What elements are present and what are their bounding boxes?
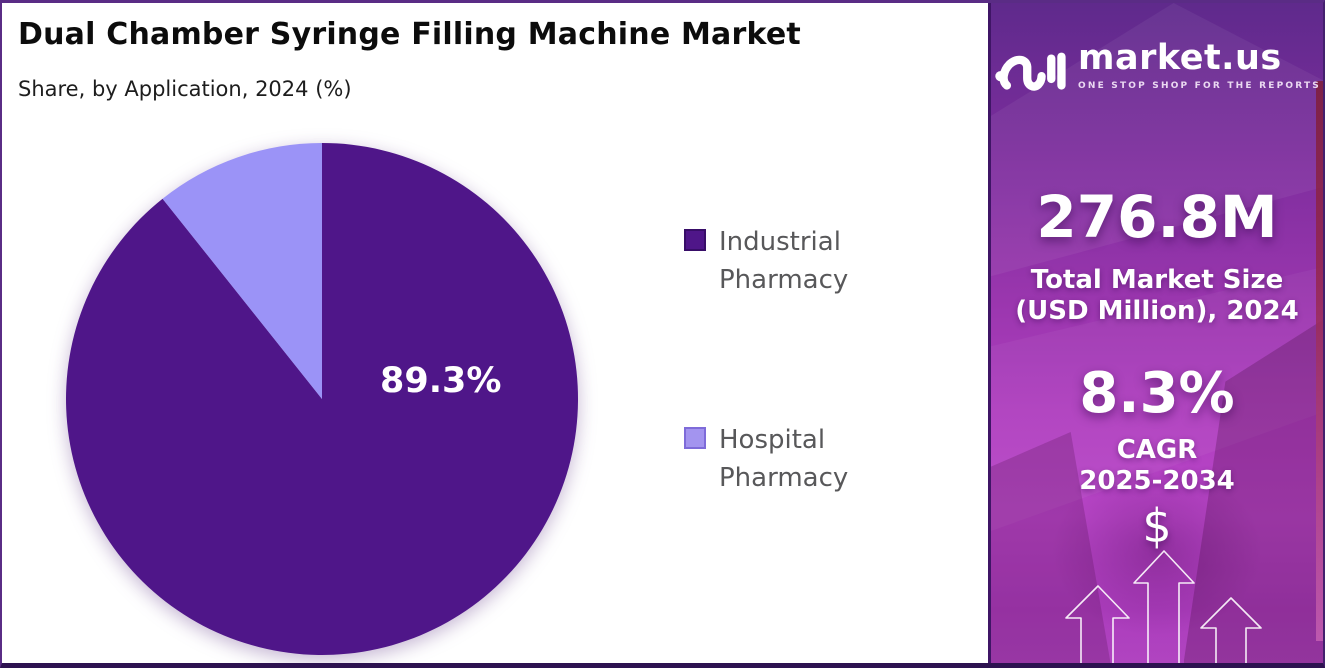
chart-panel: Dual Chamber Syringe Filling Machine Mar… [2, 3, 990, 663]
pie-slice-0 [66, 143, 579, 655]
brand-name: market.us [1078, 38, 1282, 78]
legend-item-industrial-pharmacy: Industrial Pharmacy [684, 223, 879, 299]
market-size-label-line2: (USD Million), 2024 [1015, 296, 1299, 326]
pie-slice-1 [162, 143, 322, 399]
growth-arrows-icon [1065, 550, 1262, 663]
cagr-label-line1: CAGR [1116, 435, 1198, 465]
pie-slice-label: 89.3% [380, 361, 502, 401]
legend-marker-1 [684, 427, 706, 449]
market-size-value: 276.8M [1036, 183, 1278, 251]
chart-subtitle: Share, by Application, 2024 (%) [18, 77, 352, 101]
legend-marker-0 [684, 229, 706, 251]
legend-label: Hospital Pharmacy [719, 425, 849, 493]
brand-tagline: ONE STOP SHOP FOR THE REPORTS [1078, 81, 1321, 91]
brand-logo: market.us ONE STOP SHOP FOR THE REPORTS [991, 37, 1323, 95]
dollar-icon: $ [1142, 499, 1172, 553]
legend: Industrial Pharmacy Hospital Pharmacy [684, 223, 879, 497]
market-size-label: Total Market Size (USD Million), 2024 [991, 265, 1323, 327]
legend-item-hospital-pharmacy: Hospital Pharmacy [684, 421, 879, 497]
cagr-label: CAGR 2025-2034 [991, 435, 1323, 497]
sidebar-edge-strip [1316, 81, 1323, 641]
pie-chart [66, 143, 579, 655]
market-size-label-line1: Total Market Size [1030, 265, 1284, 295]
chart-title: Dual Chamber Syringe Filling Machine Mar… [18, 17, 801, 52]
brand-text: market.us ONE STOP SHOP FOR THE REPORTS [1078, 38, 1321, 92]
market-us-logo-icon [995, 52, 1066, 91]
legend-label: Industrial Pharmacy [719, 227, 849, 295]
cagr-value: 8.3% [1079, 361, 1235, 426]
cagr-label-line2: 2025-2034 [1079, 466, 1235, 496]
sidebar-panel: market.us ONE STOP SHOP FOR THE REPORTS … [988, 3, 1323, 663]
